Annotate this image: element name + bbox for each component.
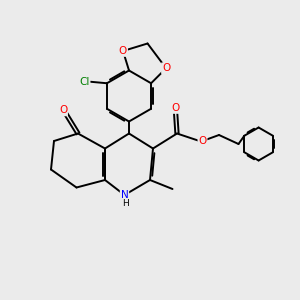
Text: O: O [162, 63, 170, 73]
Text: O: O [59, 105, 67, 116]
Text: H: H [122, 200, 128, 208]
Text: N: N [121, 190, 128, 200]
Text: O: O [198, 136, 207, 146]
Text: O: O [171, 103, 180, 113]
Text: O: O [119, 46, 127, 56]
Text: Cl: Cl [79, 77, 90, 87]
